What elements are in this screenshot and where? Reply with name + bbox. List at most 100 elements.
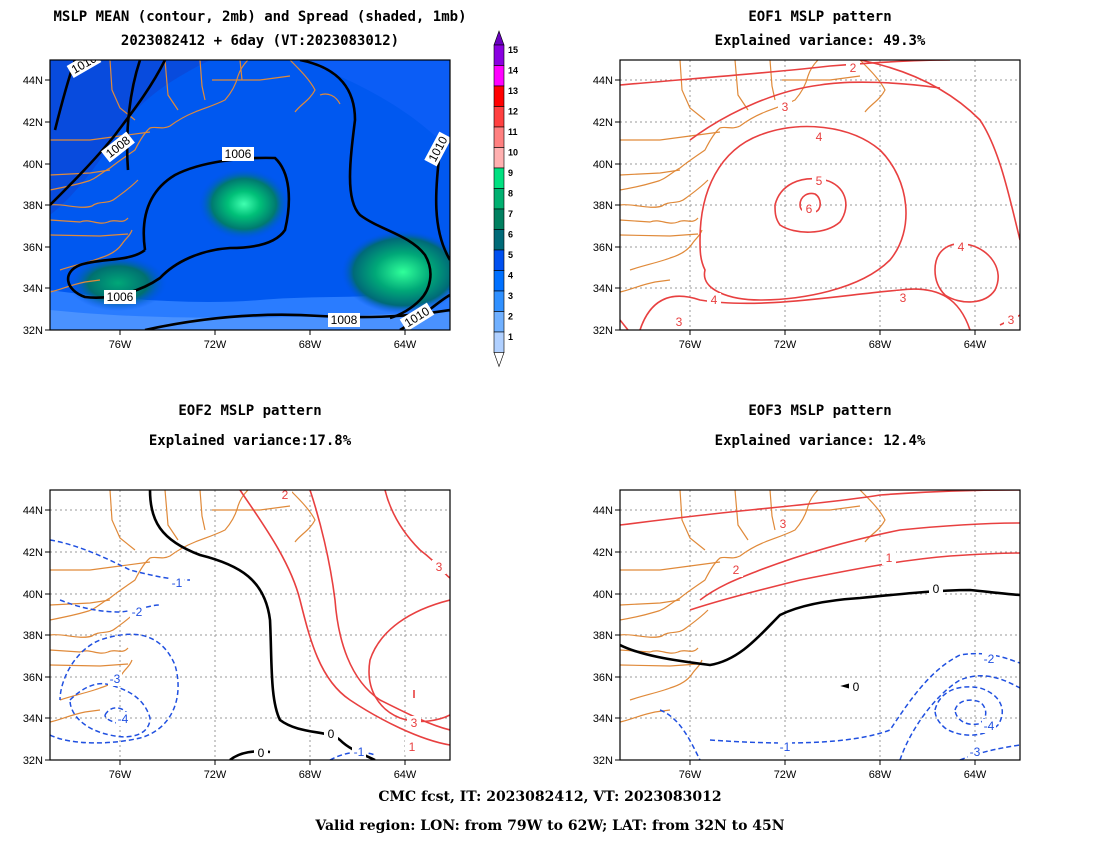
contour-label: -3 (970, 745, 981, 759)
contour-label: 6 (806, 202, 813, 216)
lon-tick-label: 72W (204, 339, 227, 351)
lat-tick-label: 32N (23, 325, 43, 337)
contour-label: 1006 (107, 290, 134, 304)
colorbar-swatch (493, 44, 505, 66)
lat-tick-label: 42N (593, 117, 613, 129)
panel4-subtitle: Explained variance: 12.4% (714, 433, 926, 449)
lon-tick-label: 68W (869, 339, 892, 351)
lat-tick-label: 38N (23, 200, 43, 212)
lat-tick-label: 42N (23, 547, 43, 559)
lat-tick-label: 32N (593, 755, 613, 767)
colorbar-swatch (493, 270, 505, 292)
panel1-title: MSLP MEAN (contour, 2mb) and Spread (sha… (53, 9, 467, 25)
contour-label: -3 (110, 672, 121, 686)
contour-label: -4 (984, 719, 995, 733)
lat-tick-label: 38N (23, 630, 43, 642)
contour-label: -4 (118, 712, 129, 726)
axis-ticks: 44N 42N 40N 38N 36N 34N 32N 76W 72W 68W 64W 44N 42N 4… (23, 75, 987, 781)
colorbar-swatch (493, 290, 505, 312)
lat-tick-label: 40N (23, 589, 43, 601)
contour-label: 4 (816, 130, 823, 144)
colorbar-label: 5 (508, 250, 513, 260)
colorbar-label: 9 (508, 168, 513, 178)
lat-tick-label: 44N (593, 505, 613, 517)
panel4-frame (619, 489, 1021, 761)
panel1-frame (49, 59, 451, 331)
colorbar-swatch (493, 331, 505, 353)
contour-label: 3 (782, 100, 789, 114)
contour-label: 1006 (225, 147, 252, 161)
lon-tick-label: 72W (774, 769, 797, 781)
contour-label: 1 (886, 551, 893, 565)
lon-tick-label: 76W (679, 339, 702, 351)
lat-tick-label: 34N (593, 713, 613, 725)
contour-label: 2 (850, 61, 857, 75)
colorbar-bottom-arrow (493, 352, 505, 368)
lon-tick-label: 76W (679, 769, 702, 781)
panel3-frame (49, 489, 451, 761)
contour-label: 0 (933, 582, 940, 596)
lon-tick-label: 64W (394, 339, 417, 351)
lon-tick-label: 64W (964, 769, 987, 781)
lat-tick-label: 44N (593, 75, 613, 87)
lat-tick-label: 34N (23, 283, 43, 295)
lon-tick-label: 76W (109, 339, 132, 351)
contour-label: 1 (409, 740, 416, 754)
colorbar-label: 1 (508, 332, 513, 342)
panel4-title: EOF3 MSLP pattern (748, 403, 892, 419)
lat-tick-label: 40N (23, 159, 43, 171)
footer-forecast-info: CMC fcst, IT: 2023082412, VT: 2023083012 (378, 789, 722, 805)
footer-valid-region: Valid region: LON: from 79W to 62W; LAT:… (315, 818, 785, 834)
colorbar-label: 13 (508, 86, 518, 96)
panel2-frame (619, 59, 1021, 331)
contour-label: 3 (780, 517, 787, 531)
colorbar-swatch (493, 85, 505, 107)
colorbar-label: 11 (508, 127, 518, 137)
colorbar-top-arrow (493, 30, 505, 46)
contour-label: 3 (436, 560, 443, 574)
lat-tick-label: 36N (23, 242, 43, 254)
contour-label: 0 (853, 680, 860, 694)
lat-tick-label: 34N (593, 283, 613, 295)
contour-label: -2 (984, 652, 995, 666)
contour-label: 3 (676, 315, 683, 329)
colorbar-label: 4 (508, 271, 513, 281)
contour-label: 1008 (331, 313, 358, 327)
lon-tick-label: 64W (394, 769, 417, 781)
contour-label: -1 (354, 745, 365, 759)
colorbar-swatch (493, 147, 505, 169)
contour-label: 2 (282, 488, 289, 502)
contour-label: 5 (816, 174, 823, 188)
contour-label: 4 (958, 240, 965, 254)
colorbar-label: 6 (508, 230, 513, 240)
lon-tick-label: 72W (204, 769, 227, 781)
colorbar-label: 10 (508, 148, 518, 158)
colorbar-swatch (493, 188, 505, 210)
colorbar-label: 15 (508, 45, 518, 55)
lat-tick-label: 32N (23, 755, 43, 767)
colorbar-swatch (493, 167, 505, 189)
contour-label: -2 (132, 605, 143, 619)
lat-tick-label: 44N (23, 505, 43, 517)
colorbar-swatch (493, 65, 505, 87)
lat-tick-label: 44N (23, 75, 43, 87)
panel4-map: 3 2 1 0 0 -1 -2 -3 -4 (620, 490, 1020, 760)
lat-tick-label: 34N (23, 713, 43, 725)
colorbar-swatch (493, 126, 505, 148)
lat-tick-label: 32N (593, 325, 613, 337)
lat-tick-label: 40N (593, 589, 613, 601)
lat-tick-label: 40N (593, 159, 613, 171)
contour-label: 0 (258, 746, 265, 760)
lon-tick-label: 68W (869, 769, 892, 781)
colorbar-label: 3 (508, 291, 513, 301)
contour-label: -1 (172, 576, 183, 590)
lat-tick-label: 38N (593, 200, 613, 212)
colorbar: 15 14 13 12 11 10 9 8 7 6 5 4 3 2 1 (493, 30, 518, 368)
contour-label: 3 (1008, 313, 1015, 327)
lon-tick-label: 76W (109, 769, 132, 781)
colorbar-label: 7 (508, 209, 513, 219)
lat-tick-label: 42N (23, 117, 43, 129)
lon-tick-label: 68W (299, 769, 322, 781)
lat-tick-label: 38N (593, 630, 613, 642)
